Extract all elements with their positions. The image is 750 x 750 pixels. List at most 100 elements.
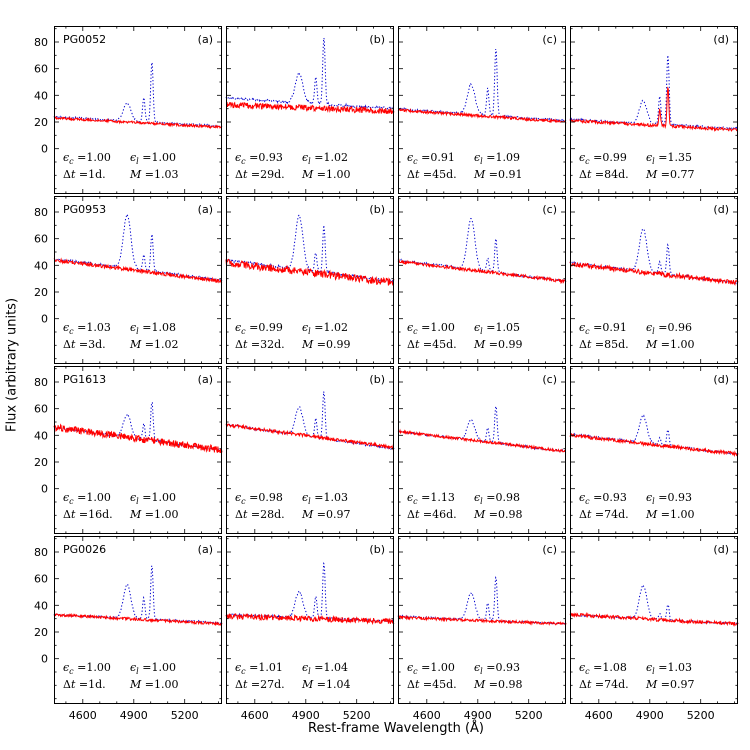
spectrum-panel-pg1613-c: (c) ϵc =1.13 ϵl =0.98 Δt =46d. M =0.98 [397,366,567,534]
y-tick-label: 40 [34,259,48,272]
dt-mass-line: Δt =45d. M =0.91 [407,168,523,181]
epsilon-line: ϵc =0.99 ϵl =1.02 [235,321,348,337]
panel-border [226,26,394,194]
y-tick-label: 60 [34,403,48,416]
dt-mass-line: Δt =3d. M =1.02 [63,338,179,351]
panel-border [226,366,394,534]
panel-border [570,366,738,534]
y-tick-label: 20 [34,626,48,639]
fit-parameter-annotations: ϵc =1.00 ϵl =1.00 Δt =16d. M =1.00 [63,489,197,523]
fit-parameter-annotations: ϵc =0.93 ϵl =0.93 Δt =74d. M =1.00 [579,489,713,523]
y-tick-label: 40 [34,599,48,612]
panel-letter: (c) [542,373,557,386]
panel-grid: PG0052 (a) 0 20 40 60 80 ϵc =1.00 ϵl =1.00 Δt =1d… [34,26,739,722]
single-epoch-spectrum-line [53,115,223,130]
epsilon-line: ϵc =0.93 ϵl =1.02 [235,151,348,167]
fit-parameter-annotations: ϵc =1.00 ϵl =1.00 Δt =1d. M =1.00 [63,659,197,693]
mean-spectrum-line [53,62,223,128]
single-epoch-spectrum-line [225,613,395,626]
y-tick-label: 80 [34,36,48,49]
y-tick-label: 40 [34,89,48,102]
y-tick-label: 80 [34,206,48,219]
epsilon-line: ϵc =0.91 ϵl =1.09 [407,151,520,167]
x-tick-label: 5200 [171,709,199,722]
object-label: PG0953 [63,203,106,216]
x-tick-label: 4900 [464,709,492,722]
epsilon-line: ϵc =1.03 ϵl =1.08 [63,321,176,337]
panel-border [398,536,566,704]
epsilon-line: ϵc =0.98 ϵl =1.03 [235,491,348,507]
single-epoch-spectrum-line [53,257,223,284]
single-epoch-spectrum-line [53,423,223,454]
epsilon-line: ϵc =0.91 ϵl =0.96 [579,321,692,337]
fit-parameter-annotations: ϵc =0.93 ϵl =1.02 Δt =29d. M =1.00 [235,149,369,183]
object-label: PG1613 [63,373,106,386]
epsilon-line: ϵc =0.99 ϵl =1.35 [579,151,692,167]
dt-mass-line: Δt =45d. M =0.99 [407,338,523,351]
fit-parameter-annotations: ϵc =1.00 ϵl =1.05 Δt =45d. M =0.99 [407,319,541,353]
fit-parameter-annotations: ϵc =0.91 ϵl =0.96 Δt =85d. M =1.00 [579,319,713,353]
spectrum-plot: (c) 4600 4900 5200 [397,536,567,722]
fit-parameter-annotations: ϵc =0.91 ϵl =1.09 Δt =45d. M =0.91 [407,149,541,183]
x-tick-label: 4600 [241,709,269,722]
single-epoch-spectrum-line [226,101,395,115]
spectrum-plot: (c) [397,366,567,534]
fit-parameter-annotations: ϵc =1.01 ϵl =1.04 Δt =27d. M =1.04 [235,659,369,693]
x-tick-label: 5200 [687,709,715,722]
dt-mass-line: Δt =84d. M =0.77 [579,168,695,181]
dt-mass-line: Δt =29d. M =1.00 [235,168,351,181]
dt-mass-line: Δt =74d. M =0.97 [579,678,695,691]
dt-mass-line: Δt =46d. M =0.98 [407,508,523,521]
epsilon-line: ϵc =1.08 ϵl =1.03 [579,661,692,677]
spectrum-panel-pg0052-a: PG0052 (a) 0 20 40 60 80 ϵc =1.00 ϵl =1.00 Δt =1d… [34,26,223,194]
x-tick-label: 4600 [413,709,441,722]
spectrum-panel-pg0026-d: (d) 4600 4900 5200 ϵc =1.08 ϵl =1.03 Δt =74d. M… [569,536,739,722]
panel-letter: (a) [198,373,213,386]
spectrum-plot: PG0052 (a) 0 20 40 60 80 [34,26,223,194]
dt-mass-line: Δt =74d. M =1.00 [579,508,695,521]
mean-spectrum-line [397,217,567,283]
panel-letter: (d) [713,203,729,216]
object-label: PG0026 [63,543,106,556]
panel-letter: (a) [198,543,213,556]
single-epoch-spectrum-line [225,258,395,287]
fit-parameter-annotations: ϵc =1.00 ϵl =0.93 Δt =45d. M =0.98 [407,659,541,693]
fit-parameter-annotations: ϵc =1.00 ϵl =1.00 Δt =1d. M =1.03 [63,149,197,183]
y-tick-label: 80 [34,376,48,389]
panel-border [570,26,738,194]
fit-parameter-annotations: ϵc =0.98 ϵl =1.03 Δt =28d. M =0.97 [235,489,369,523]
object-label: PG0052 [63,33,106,46]
panel-letter: (b) [369,373,385,386]
spectrum-panel-pg0052-d: (d) ϵc =0.99 ϵl =1.35 Δt =84d. M =0.77 [569,26,739,194]
panel-letter: (c) [542,203,557,216]
mean-spectrum-line [397,48,567,123]
epsilon-line: ϵc =1.00 ϵl =1.00 [63,151,176,167]
mean-spectrum-line [569,414,739,456]
epsilon-line: ϵc =1.01 ϵl =1.04 [235,661,348,677]
y-tick-label: 0 [41,653,48,666]
spectrum-panel-pg1613-d: (d) ϵc =0.93 ϵl =0.93 Δt =74d. M =1.00 [569,366,739,534]
spectrum-panel-pg0052-c: (c) ϵc =0.91 ϵl =1.09 Δt =45d. M =0.91 [397,26,567,194]
fit-parameter-annotations: ϵc =0.99 ϵl =1.35 Δt =84d. M =0.77 [579,149,713,183]
y-tick-label: 20 [34,456,48,469]
panel-letter: (a) [198,203,213,216]
panel-letter: (d) [713,373,729,386]
panel-border [54,196,222,364]
spectrum-plot: (c) [397,26,567,194]
y-tick-label: 40 [34,429,48,442]
spectrum-plot: (d) [569,366,739,534]
panel-letter: (a) [198,33,213,46]
single-epoch-spectrum-line [53,612,223,627]
spectrum-plot: PG0026 (a) 4600 4900 5200 0 20 40 60 80 [34,536,223,722]
single-epoch-spectrum-line [569,432,739,458]
single-epoch-spectrum-line [569,86,739,133]
single-epoch-spectrum-line [397,107,567,124]
spectrum-panel-pg0026-a: PG0026 (a) 4600 4900 5200 0 20 40 60 80 ϵc =1.00 ϵl… [34,536,223,722]
y-tick-label: 20 [34,286,48,299]
single-epoch-spectrum-line [397,258,567,285]
panel-border [54,536,222,704]
spectrum-plot: (d) 4600 4900 5200 [569,536,739,722]
epsilon-line: ϵc =1.00 ϵl =1.05 [407,321,520,337]
panel-border [570,536,738,704]
panel-border [54,366,222,534]
